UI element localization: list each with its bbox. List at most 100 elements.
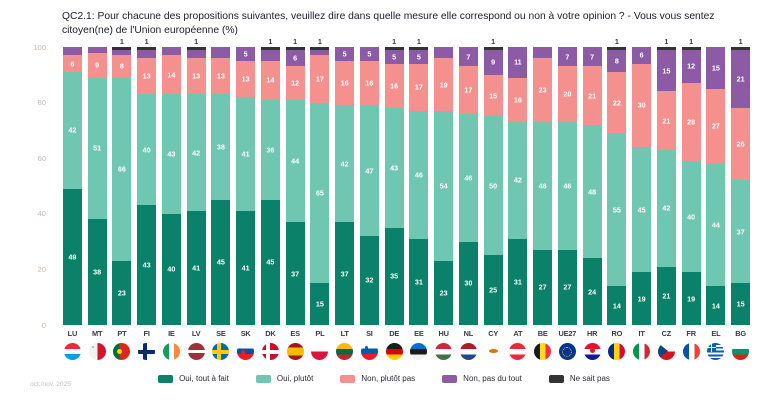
segment-value-label: 31 — [414, 277, 423, 287]
bar-segment: 15 — [706, 47, 726, 89]
bar-segment: 46 — [458, 113, 478, 242]
bar-column-MT: 9 51 38 — [85, 47, 110, 325]
flag-hu-icon — [435, 343, 453, 360]
flag-ie-icon — [162, 343, 180, 360]
bar-segment: 21 — [582, 66, 602, 125]
bar-segment: 6 — [285, 49, 305, 67]
bar-segment: 13 — [236, 60, 256, 98]
stacked-bar-SI: 5 16 47 32 — [359, 47, 379, 325]
segment-value-label: 8 — [614, 56, 619, 66]
bar-column-CY: 1 9 15 50 25 — [481, 37, 506, 325]
flag-si-icon — [360, 343, 378, 360]
bar-segment: 15 — [483, 74, 503, 117]
segment-value-label: 19 — [687, 293, 696, 303]
bar-segment: 16 — [384, 63, 404, 109]
country-label-RO: RO — [611, 329, 623, 338]
country-label-AT: AT — [513, 329, 523, 338]
flag-ee-icon — [410, 343, 428, 360]
bar-column-SE: 13 38 45 — [209, 47, 234, 325]
flag-cz-icon — [657, 343, 675, 360]
legend-item: Non, pas du tout — [442, 374, 522, 383]
flag-cell — [357, 343, 382, 360]
flag-emblem — [364, 346, 368, 350]
segment-value-label: 12 — [687, 61, 696, 71]
bar-segment: 40 — [161, 213, 181, 325]
bar-segment: 13 — [137, 58, 157, 95]
flag-cell — [629, 343, 654, 360]
ne-sait-pas-label-FR: 1 — [689, 37, 694, 46]
bar-segment: 54 — [434, 110, 454, 262]
segment-value-label: 30 — [637, 100, 646, 110]
y-tick-0: 0 — [41, 320, 46, 330]
flag-emblem — [241, 350, 246, 355]
legend-swatch-icon — [442, 374, 458, 383]
bar-column-SI: 5 16 47 32 — [357, 47, 382, 325]
bar-segment: 23 — [434, 261, 454, 325]
segment-value-label: 41 — [241, 149, 250, 159]
segment-value-label: 23 — [538, 85, 547, 95]
flag-cell — [382, 343, 407, 360]
bar-column-RO: 1 8 22 55 14 — [605, 37, 630, 325]
bar-column-PL: 1 17 65 15 — [308, 37, 333, 325]
stacked-bar-BE: 23 46 27 — [533, 47, 553, 325]
bar-segment: 23 — [533, 58, 553, 123]
bar-segment: 11 — [508, 47, 528, 78]
segment-value-label: 5 — [416, 52, 421, 62]
bar-segment: 43 — [384, 108, 404, 228]
segment-value-label: 9 — [95, 60, 100, 70]
bar-segment: 46 — [533, 122, 553, 250]
bar-segment: 38 — [87, 219, 107, 325]
stacked-bar-CZ: 15 21 42 21 — [656, 47, 676, 325]
flag-mt-icon — [88, 343, 106, 360]
bar-segment: 13 — [211, 58, 231, 95]
bar-column-UE27: 7 20 46 27 — [555, 47, 580, 325]
segment-value-label: 65 — [315, 188, 324, 198]
country-label-IE: IE — [168, 329, 175, 338]
segment-value-label: 24 — [588, 286, 597, 296]
country-label-CY: CY — [488, 329, 499, 338]
legend-label: Non, pas du tout — [463, 374, 522, 383]
segment-value-label: 48 — [588, 186, 597, 196]
y-tick-60: 60 — [37, 153, 46, 163]
segment-value-label: 22 — [612, 97, 621, 107]
stacked-bar-IE: 14 43 40 — [161, 47, 181, 325]
segment-value-label: 49 — [68, 252, 77, 262]
stacked-bar-HR: 7 21 48 24 — [582, 47, 602, 325]
bar-segment: 42 — [656, 149, 676, 267]
segment-value-label: 41 — [241, 263, 250, 273]
bar-segment: 20 — [557, 66, 577, 123]
segment-value-label: 30 — [464, 278, 473, 288]
bar-segment: 42 — [186, 94, 206, 211]
flag-emblem — [91, 346, 94, 348]
bar-segment: 14 — [706, 286, 726, 325]
bar-segment — [186, 49, 206, 59]
segment-value-label: 5 — [342, 49, 347, 59]
bar-segment: 55 — [607, 133, 627, 287]
flag-cell — [481, 343, 506, 360]
country-label-PL: PL — [315, 329, 325, 338]
flag-hr-icon — [583, 343, 601, 360]
bar-segment: 28 — [681, 83, 701, 161]
country-label-LT: LT — [340, 329, 349, 338]
bar-segment: 21 — [656, 91, 676, 150]
legend-item: Oui, plutôt — [255, 374, 313, 383]
flag-lu-icon — [63, 343, 81, 360]
bar-segment: 41 — [236, 210, 256, 325]
bar-segment: 41 — [236, 97, 256, 211]
bar-segment: 44 — [706, 163, 726, 287]
bar-segment — [260, 47, 280, 50]
country-label-FI: FI — [143, 329, 150, 338]
country-label-NL: NL — [463, 329, 474, 338]
flag-cell — [506, 343, 531, 360]
bar-segment: 7 — [458, 47, 478, 67]
flag-nl-icon — [459, 343, 477, 360]
segment-value-label: 42 — [68, 125, 77, 135]
ne-sait-pas-label-ES: 1 — [293, 37, 298, 46]
flag-emblem — [488, 349, 498, 353]
bar-segment: 16 — [508, 77, 528, 123]
bar-segment: 15 — [310, 283, 330, 325]
bar-segment: 27 — [533, 249, 553, 325]
stacked-bar-RO: 8 22 55 14 — [607, 47, 627, 325]
segment-value-label: 46 — [563, 181, 572, 191]
